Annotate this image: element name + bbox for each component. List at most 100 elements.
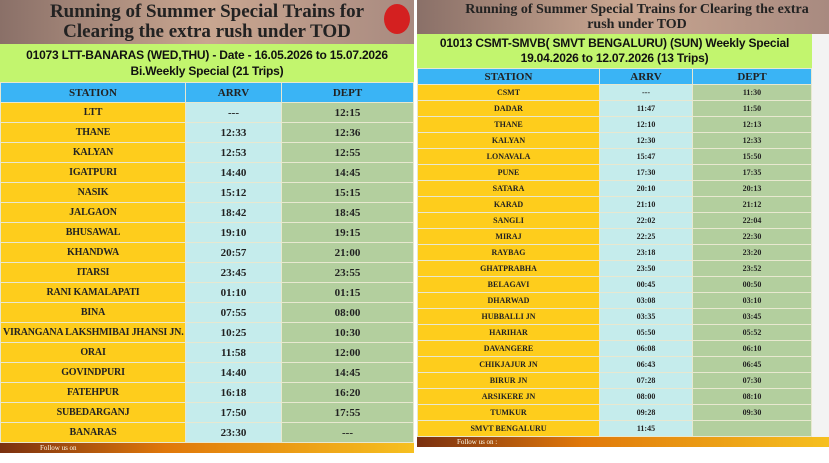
table-row: THANE 12:10 12:13 [417,116,812,133]
station-cell: VIRANGANA LAKSHMIBAI JHANSI JN. [0,322,186,343]
table-row: BHUSAWAL 19:10 19:15 [0,222,414,243]
departure-cell: 18:45 [281,202,414,223]
table-row: PUNE 17:30 17:35 [417,164,812,181]
station-cell: LTT [0,102,186,123]
departure-cell [692,420,812,437]
table-row: BANARAS 23:30 --- [0,422,414,443]
table-row: DHARWAD 03:08 03:10 [417,292,812,309]
departure-cell: 22:30 [692,228,812,245]
station-cell: BINA [0,302,186,323]
timetable: STATION ARRV DEPT CSMT --- 11:30 DADAR 11:47 11… [417,68,812,437]
train-line-2: Bi.Weekly Special (21 Trips) [130,64,284,78]
departure-cell: 11:30 [692,84,812,101]
table-row: GOVINDPURI 14:40 14:45 [0,362,414,383]
station-cell: KHANDWA [0,242,186,263]
table-row: ORAI 11:58 12:00 [0,342,414,363]
arrival-cell: 21:10 [599,196,693,213]
arrival-cell: 22:02 [599,212,693,229]
station-cell: BELAGAVI [417,276,600,293]
table-row: MIRAJ 22:25 22:30 [417,228,812,245]
header-station: STATION [417,68,600,85]
station-cell: ITARSI [0,262,186,283]
train-line-1: 01013 CSMT-SMVB( SMVT BENGALURU) (SUN) W… [439,36,790,50]
table-row: LONAVALA 15:47 15:50 [417,148,812,165]
arrival-cell: 01:10 [185,282,282,303]
departure-cell: 05:52 [692,324,812,341]
station-cell: ORAI [0,342,186,363]
arrival-cell: 10:25 [185,322,282,343]
arrival-cell: 14:40 [185,362,282,383]
station-cell: THANE [417,116,600,133]
station-cell: JALGAON [0,202,186,223]
table-row: BINA 07:55 08:00 [0,302,414,323]
table-row: IGATPURI 14:40 14:45 [0,162,414,183]
arrival-cell: 09:28 [599,404,693,421]
station-cell: CHIKJAJUR JN [417,356,600,373]
table-row: GHATPRABHA 23:50 23:52 [417,260,812,277]
departure-cell: 14:45 [281,362,414,383]
arrival-cell: 11:45 [599,420,693,437]
header-arrv: ARRV [185,82,282,103]
station-cell: BIRUR JN [417,372,600,389]
departure-cell: 12:00 [281,342,414,363]
train-line-1: 01073 LTT-BANARAS (WED,THU) - Date - 16.… [26,48,388,62]
arrival-cell: 18:42 [185,202,282,223]
table-row: JALGAON 18:42 18:45 [0,202,414,223]
station-cell: THANE [0,122,186,143]
departure-cell: 15:15 [281,182,414,203]
table-row: HUBBALLI JN 03:35 03:45 [417,308,812,325]
departure-cell: 14:45 [281,162,414,183]
arrival-cell: 08:00 [599,388,693,405]
table-row: TUMKUR 09:28 09:30 [417,404,812,421]
station-cell: IGATPURI [0,162,186,183]
train-info: 01013 CSMT-SMVB( SMVT BENGALURU) (SUN) W… [417,34,812,68]
footer-follow-us: Follow us on : [417,437,829,447]
station-cell: KALYAN [0,142,186,163]
departure-cell: 15:50 [692,148,812,165]
panel-title: Running of Summer Special Trains for Cle… [0,0,414,44]
arrival-cell: 14:40 [185,162,282,183]
panel-title: Running of Summer Special Trains for Cle… [417,0,829,34]
arrival-cell: 00:45 [599,276,693,293]
arrival-cell: 11:58 [185,342,282,363]
station-cell: KARAD [417,196,600,213]
arrival-cell: 23:18 [599,244,693,261]
departure-cell: 12:13 [692,116,812,133]
departure-cell: 22:04 [692,212,812,229]
arrival-cell: 06:43 [599,356,693,373]
departure-cell: 23:20 [692,244,812,261]
departure-cell: 19:15 [281,222,414,243]
station-cell: FATEHPUR [0,382,186,403]
departure-cell: 12:15 [281,102,414,123]
arrival-cell: 20:57 [185,242,282,263]
station-cell: BHUSAWAL [0,222,186,243]
header-arrv: ARRV [599,68,693,85]
departure-cell: 20:13 [692,180,812,197]
station-cell: HARIHAR [417,324,600,341]
arrival-cell: 23:50 [599,260,693,277]
table-row: DADAR 11:47 11:50 [417,100,812,117]
table-row: SMVT BENGALURU 11:45 [417,420,812,437]
table-row: SUBEDARGANJ 17:50 17:55 [0,402,414,423]
station-cell: HUBBALLI JN [417,308,600,325]
arrival-cell: 11:47 [599,100,693,117]
train-line-2: 19.04.2026 to 12.07.2026 (13 Trips) [520,51,709,65]
table-row: KALYAN 12:30 12:33 [417,132,812,149]
departure-cell: 21:12 [692,196,812,213]
table-row: CHIKJAJUR JN 06:43 06:45 [417,356,812,373]
arrival-cell: 17:30 [599,164,693,181]
station-cell: KALYAN [417,132,600,149]
station-cell: DADAR [417,100,600,117]
arrival-cell: 12:53 [185,142,282,163]
arrival-cell: 20:10 [599,180,693,197]
railway-logo-icon [384,4,410,34]
station-cell: RANI KAMALAPATI [0,282,186,303]
arrival-cell: 23:45 [185,262,282,283]
arrival-cell: 15:12 [185,182,282,203]
table-row: SATARA 20:10 20:13 [417,180,812,197]
departure-cell: 08:10 [692,388,812,405]
departure-cell: 11:50 [692,100,812,117]
departure-cell: 16:20 [281,382,414,403]
departure-cell: 21:00 [281,242,414,263]
right-schedule-panel: Running of Summer Special Trains for Cle… [417,0,829,447]
